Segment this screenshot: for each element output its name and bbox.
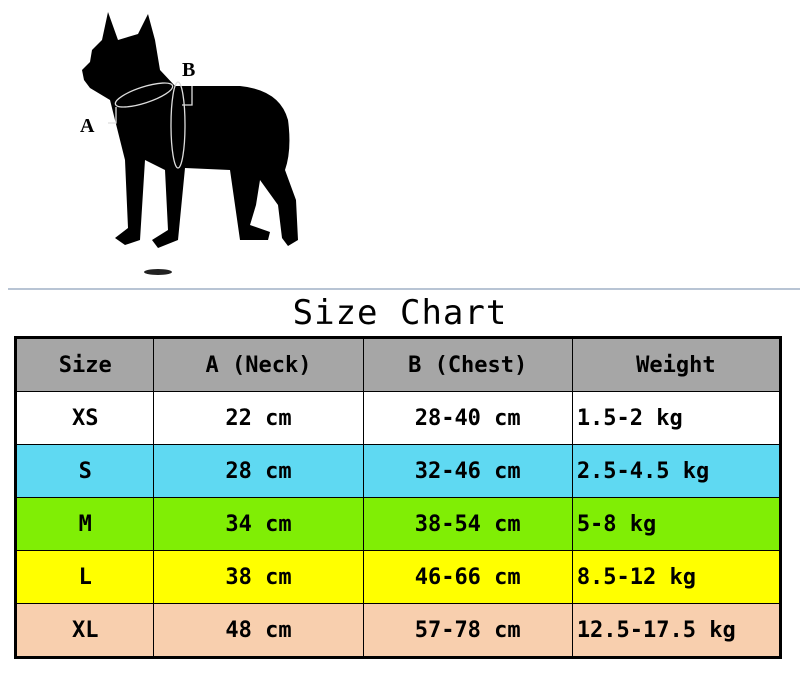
cell-size: S [14, 444, 155, 498]
table-row: M 34 cm 38-54 cm 5-8 kg [14, 497, 782, 551]
dog-measurement-diagram: A B [80, 12, 298, 275]
divider-line [8, 288, 800, 290]
cell-chest: 46-66 cm [362, 550, 573, 604]
size-table: Size A (Neck) B (Chest) Weight XS 22 cm 28… [14, 336, 782, 659]
dog-silhouette [82, 12, 298, 248]
cell-size: XS [14, 391, 155, 445]
table-row: XL 48 cm 57-78 cm 12.5-17.5 kg [14, 603, 782, 658]
cell-chest: 28-40 cm [362, 391, 573, 445]
label-a: A [80, 115, 95, 137]
table-row: XS 22 cm 28-40 cm 1.5-2 kg [14, 391, 782, 445]
cell-size: XL [14, 603, 155, 658]
cell-size: M [14, 497, 155, 551]
cell-size: L [14, 550, 155, 604]
header-size: Size [14, 337, 155, 392]
cell-neck: 22 cm [153, 391, 364, 445]
header-weight: Weight [571, 337, 782, 392]
cell-weight: 8.5-12 kg [571, 550, 782, 604]
table-header-row: Size A (Neck) B (Chest) Weight [14, 337, 782, 392]
cell-weight: 1.5-2 kg [571, 391, 782, 445]
table-row: L 38 cm 46-66 cm 8.5-12 kg [14, 550, 782, 604]
cell-weight: 2.5-4.5 kg [571, 444, 782, 498]
cell-chest: 38-54 cm [362, 497, 573, 551]
table-row: S 28 cm 32-46 cm 2.5-4.5 kg [14, 444, 782, 498]
header-neck: A (Neck) [153, 337, 364, 392]
cell-weight: 5-8 kg [571, 497, 782, 551]
page-title: Size Chart [292, 293, 508, 333]
cell-neck: 34 cm [153, 497, 364, 551]
cell-chest: 32-46 cm [362, 444, 573, 498]
cell-neck: 28 cm [153, 444, 364, 498]
cell-weight: 12.5-17.5 kg [571, 603, 782, 658]
cell-neck: 38 cm [153, 550, 364, 604]
cell-chest: 57-78 cm [362, 603, 573, 658]
header-chest: B (Chest) [362, 337, 573, 392]
cell-neck: 48 cm [153, 603, 364, 658]
label-b: B [182, 59, 195, 81]
